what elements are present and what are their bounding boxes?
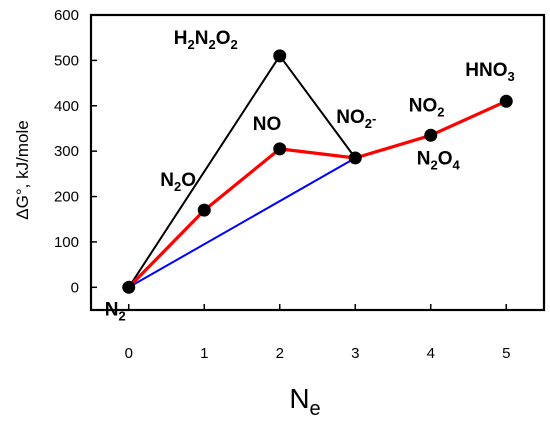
- x-axis-label: Ne: [289, 383, 320, 420]
- point-label: N2O: [160, 170, 196, 194]
- point-label: HNO3: [465, 60, 514, 84]
- point-label-part: O: [216, 28, 231, 49]
- point-label: N2O4: [417, 148, 461, 172]
- y-axis-label: ΔG°, kJ/mole: [13, 120, 32, 219]
- y-tick-label: 300: [54, 143, 79, 160]
- data-point: [424, 128, 438, 142]
- x-tick-label: 2: [276, 345, 284, 362]
- x-axis-ticks: 0 1 2 3 4 5: [125, 304, 510, 362]
- plot-frame: [89, 13, 546, 312]
- y-tick-label: 600: [54, 7, 79, 24]
- y-tick-label: 100: [54, 234, 79, 251]
- point-label-part: 3: [507, 69, 514, 84]
- point-label-part: 2: [430, 157, 437, 172]
- series-line: [128, 157, 356, 289]
- point-label-part: N: [195, 28, 209, 49]
- point-label-part: -: [372, 111, 376, 126]
- y-tick-label: 0: [71, 279, 79, 296]
- point-label: NO: [253, 114, 282, 135]
- point-label-part: N: [105, 299, 119, 320]
- x-axis-label-sub: e: [310, 398, 321, 420]
- point-label: N2: [105, 299, 126, 323]
- point-label: NO2-: [336, 107, 376, 131]
- x-axis-label-main: N: [289, 383, 309, 414]
- x-tick-label: 4: [427, 345, 435, 362]
- data-point: [273, 142, 287, 156]
- point-label-part: N: [417, 148, 431, 169]
- y-tick-label: 500: [54, 52, 79, 69]
- point-label-part: 2: [187, 37, 194, 52]
- point-label-part: O: [181, 170, 196, 191]
- point-label-part: HNO: [465, 60, 507, 81]
- x-tick-label: 5: [502, 345, 510, 362]
- point-label-part: 2: [118, 308, 125, 323]
- point-label-part: NO: [253, 114, 282, 135]
- y-tick-label: 400: [54, 98, 79, 115]
- point-label-part: NO: [336, 107, 365, 128]
- x-tick-label: 0: [125, 345, 133, 362]
- point-label-part: 2: [174, 179, 181, 194]
- y-tick-label: 200: [54, 189, 79, 206]
- point-label-part: N: [160, 170, 174, 191]
- data-point: [348, 151, 362, 165]
- series-line: [127, 99, 507, 289]
- data-point: [273, 49, 287, 63]
- point-label-part: 2: [230, 37, 237, 52]
- data-points: [122, 49, 513, 294]
- data-point: [197, 203, 211, 217]
- x-tick-label: 1: [200, 345, 208, 362]
- point-label-part: 2: [365, 116, 372, 131]
- point-label-part: H: [174, 28, 188, 49]
- y-axis-ticks: 0 100 200 300 400 500 600: [54, 7, 97, 296]
- data-point: [122, 280, 136, 294]
- x-tick-label: 3: [351, 345, 359, 362]
- point-label-part: 4: [453, 157, 461, 172]
- point-label-part: 2: [208, 37, 215, 52]
- point-label-part: O: [438, 148, 453, 169]
- point-label-part: 2: [437, 104, 444, 119]
- point-label-part: NO: [409, 95, 438, 116]
- data-point: [499, 94, 513, 108]
- point-label: H2N2O2: [174, 28, 238, 52]
- point-label: NO2: [409, 95, 445, 119]
